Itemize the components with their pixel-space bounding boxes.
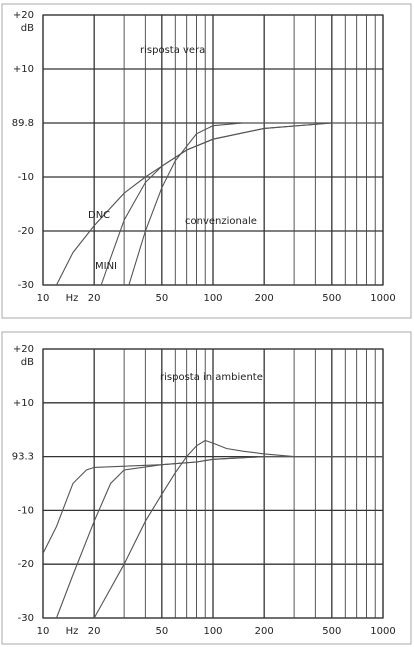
series-label: DNC [88, 210, 110, 221]
x-tick-label: 100 [203, 626, 222, 637]
x-axis-label: Hz [66, 626, 79, 637]
panel-frame [1, 3, 412, 319]
series-line [100, 122, 383, 286]
x-tick-label: 50 [155, 293, 168, 304]
series-label: convenzionale [185, 216, 257, 227]
x-tick-label: 100 [203, 293, 222, 304]
x-tick-label: 10 [37, 626, 50, 637]
panel-frame [1, 331, 412, 645]
y-tick-label: -30 [18, 613, 34, 624]
series-label: MINI [95, 261, 117, 272]
x-tick-label: 200 [255, 626, 274, 637]
y-tick-label: -10 [18, 505, 34, 516]
x-tick-label: 20 [88, 626, 101, 637]
y-tick-label: +10 [13, 398, 34, 409]
y-tick-label: +10 [13, 64, 34, 75]
x-tick-label: 10 [37, 293, 50, 304]
x-tick-label: 1000 [370, 626, 395, 637]
y-tick-label: +20 [13, 344, 34, 355]
chart-title: risposta vera [140, 45, 205, 56]
x-tick-label: 1000 [370, 293, 395, 304]
y-axis-label: dB [21, 357, 34, 368]
x-tick-label: 200 [255, 293, 274, 304]
y-tick-label: -10 [18, 172, 34, 183]
x-tick-label: 20 [88, 293, 101, 304]
x-tick-label: 500 [322, 626, 341, 637]
x-axis-label: Hz [66, 293, 79, 304]
x-tick-label: 500 [322, 293, 341, 304]
series-line [55, 456, 383, 619]
chart-title: risposta in ambiente [160, 372, 263, 383]
y-tick-label: -20 [18, 559, 34, 570]
y-tick-label: +20 [13, 10, 34, 21]
series-line [93, 439, 383, 619]
y-tick-label: 89.8 [12, 118, 34, 129]
y-axis-label: dB [21, 23, 34, 34]
series-line [128, 122, 383, 286]
x-tick-label: 50 [155, 626, 168, 637]
y-tick-label: 93.3 [12, 452, 34, 463]
y-tick-label: -20 [18, 226, 34, 237]
y-tick-label: -30 [18, 280, 34, 291]
